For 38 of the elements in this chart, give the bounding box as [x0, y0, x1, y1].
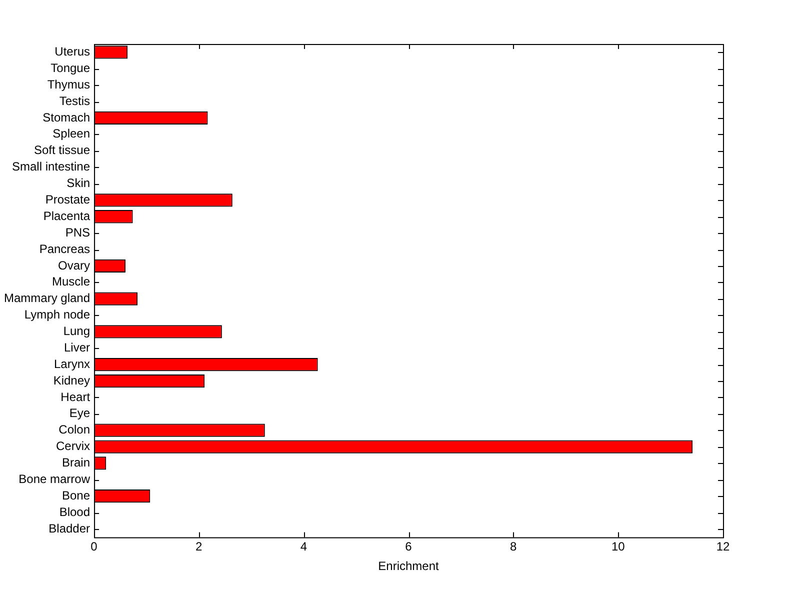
y-tick-label: Bone: [62, 488, 90, 502]
x-tick-label: 0: [90, 540, 98, 554]
y-tick-label: Colon: [58, 422, 90, 437]
x-axis-title: Enrichment: [378, 559, 440, 574]
y-tick-label: Prostate: [45, 192, 90, 206]
x-tick-label: 8: [510, 540, 517, 554]
y-tick-label: Kidney: [53, 373, 90, 388]
y-tick-label: PNS: [65, 225, 90, 240]
y-tick-label: Brain: [62, 456, 90, 470]
y-tick-label: Larynx: [54, 356, 90, 371]
y-tick-label: Spleen: [52, 126, 90, 141]
x-tick-label: 2: [196, 540, 203, 554]
y-tick-label: Small intestine: [12, 160, 90, 174]
x-tick-label: 6: [405, 540, 412, 554]
y-tick-label: Lymph node: [24, 308, 90, 322]
y-tick-label: Pancreas: [39, 242, 90, 256]
y-tick-label: Eye: [69, 406, 90, 420]
y-tick-label: Bladder: [48, 521, 90, 536]
y-tick-label: Blood: [59, 504, 90, 519]
y-tick-label: Placenta: [43, 208, 90, 223]
y-tick-label: Skin: [66, 176, 90, 190]
y-tick-label: Cervix: [56, 439, 90, 454]
y-tick-label: Thymus: [47, 77, 90, 92]
y-tick-label: Bone marrow: [18, 472, 90, 486]
y-tick-label: Uterus: [54, 44, 90, 59]
y-tick-label: Stomach: [42, 110, 90, 124]
x-tick-label: 10: [611, 540, 626, 554]
y-tick-label: Muscle: [52, 274, 90, 289]
y-tick-label: Ovary: [58, 258, 90, 272]
y-tick-label: Soft tissue: [34, 143, 90, 158]
x-tick-label: 4: [300, 540, 308, 554]
y-tick-label: Lung: [63, 324, 90, 338]
y-tick-label: Tongue: [50, 60, 90, 75]
y-tick-label: Testis: [59, 94, 90, 108]
x-tick-label: 12: [716, 540, 730, 554]
y-tick-label: Liver: [64, 340, 90, 354]
y-tick-label: Mammary gland: [4, 291, 90, 306]
y-tick-label: Heart: [60, 390, 91, 404]
